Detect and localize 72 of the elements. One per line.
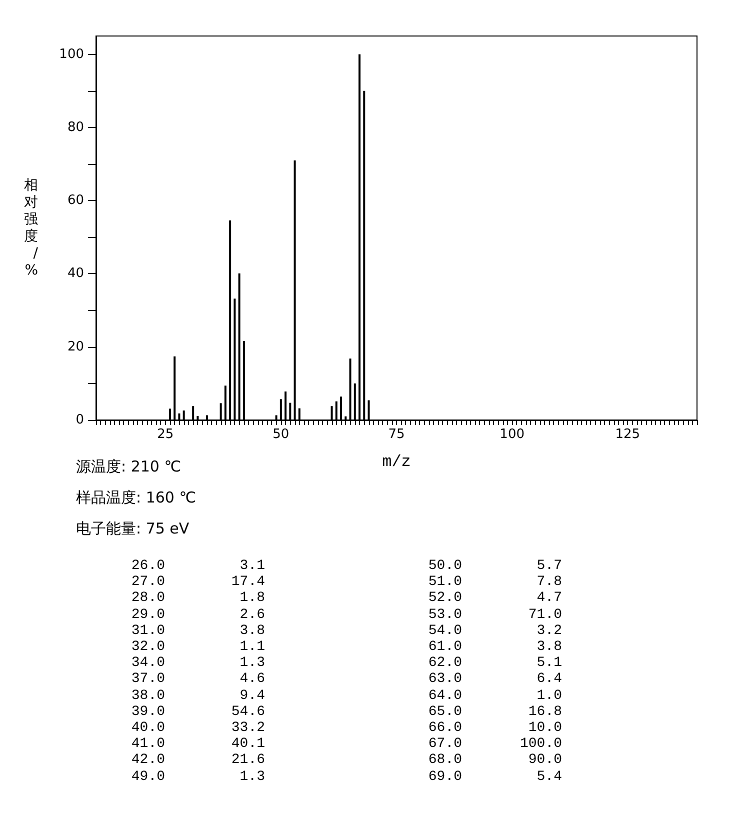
- text: 65.0: [428, 704, 462, 720]
- text: 40.1: [231, 736, 265, 752]
- text: 17.4: [231, 574, 265, 590]
- text: 5.1: [536, 655, 562, 672]
- text: 34.0: [131, 655, 165, 672]
- x-tick-label: 125: [615, 427, 640, 442]
- text: 3.8: [240, 622, 265, 639]
- text: 电子能量: 75 eV: [76, 520, 190, 538]
- text: 37.0: [131, 671, 165, 688]
- text: 28.0: [131, 590, 165, 606]
- text: 54.0: [428, 622, 462, 639]
- text: 26.0: [131, 558, 165, 574]
- text: 64.0: [428, 688, 462, 704]
- text: 21.6: [231, 752, 265, 768]
- text: 100.0: [520, 736, 562, 752]
- text: 4.7: [536, 590, 562, 606]
- text: 6.4: [536, 671, 562, 688]
- x-tick-label: 75: [388, 427, 405, 442]
- text: 51.0: [428, 574, 462, 590]
- text: 68.0: [428, 752, 462, 768]
- text: 67.0: [428, 736, 462, 752]
- text: 90.0: [528, 752, 562, 768]
- x-tick-label: 25: [157, 427, 174, 442]
- text: 5.4: [536, 768, 562, 785]
- text: 3.8: [536, 639, 562, 655]
- text: 7.8: [536, 574, 562, 590]
- x-axis-title: m/z: [382, 453, 411, 471]
- text: 1.3: [240, 655, 265, 672]
- text: 4.6: [240, 671, 265, 688]
- text: 39.0: [131, 704, 165, 720]
- text: 33.2: [231, 720, 265, 736]
- text: 63.0: [428, 671, 462, 688]
- text: 49.0: [131, 768, 165, 785]
- text: 31.0: [131, 622, 165, 639]
- text: 42.0: [131, 752, 165, 768]
- text: 16.8: [528, 704, 562, 720]
- text: 54.6: [231, 704, 265, 720]
- text: 2.6: [240, 606, 265, 623]
- text: 样品温度: 160 ℃: [76, 488, 196, 506]
- text: 71.0: [528, 606, 562, 623]
- text: 3.1: [240, 558, 265, 574]
- y-tick-label: 80: [67, 120, 84, 135]
- text: 9.4: [240, 688, 265, 704]
- text: 源温度: 210 ℃: [76, 458, 182, 476]
- text: 41.0: [131, 736, 165, 752]
- text: 53.0: [428, 606, 462, 623]
- text: 69.0: [428, 768, 462, 785]
- y-tick-label: 0: [76, 412, 84, 428]
- text: 29.0: [131, 606, 165, 623]
- text: 1.3: [240, 768, 265, 785]
- text: 1.1: [240, 639, 265, 655]
- y-tick-label: 40: [67, 266, 84, 282]
- x-tick-label: 100: [500, 427, 524, 442]
- y-tick-label: 100: [59, 46, 84, 62]
- text: 5.7: [536, 558, 562, 574]
- y-tick-label: 60: [67, 193, 84, 208]
- text: 61.0: [428, 639, 462, 655]
- text: 52.0: [428, 590, 462, 606]
- text: 62.0: [428, 655, 462, 672]
- text: 50.0: [428, 558, 462, 574]
- text: 66.0: [428, 720, 462, 736]
- text: 32.0: [131, 639, 165, 655]
- text: 1.0: [536, 688, 562, 704]
- text: 40.0: [131, 720, 165, 736]
- y-axis-title: 相对强度/%: [24, 178, 38, 278]
- y-tick-label: 20: [67, 339, 84, 354]
- x-tick-label: 50: [272, 427, 290, 442]
- text: 1.8: [240, 590, 265, 606]
- text: 27.0: [131, 574, 165, 590]
- text: 10.0: [528, 720, 562, 736]
- text: 3.2: [536, 622, 562, 639]
- text: 38.0: [131, 688, 165, 704]
